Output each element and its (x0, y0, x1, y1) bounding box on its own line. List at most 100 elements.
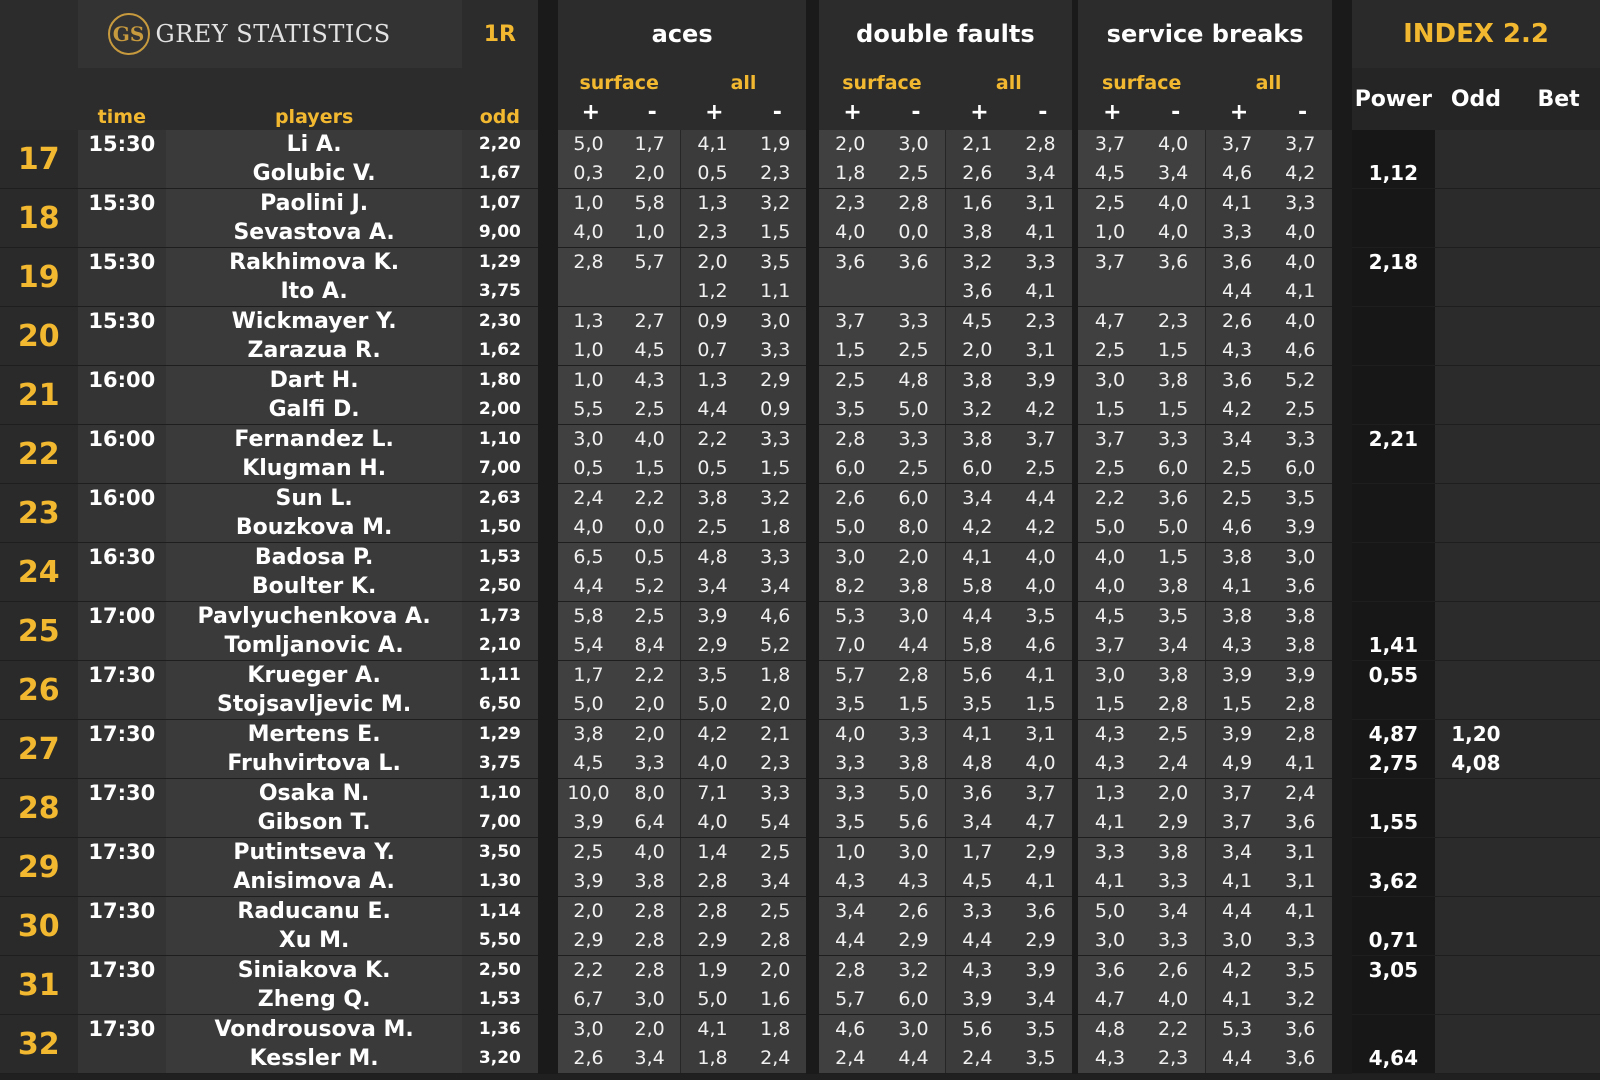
stat-value (1141, 277, 1206, 307)
power-value (1352, 395, 1435, 425)
stat-value: 4,0 (680, 749, 744, 779)
index-odd-value (1434, 926, 1518, 956)
match-time: 15:30 (77, 130, 167, 189)
stat-value: 3,5 (1008, 1014, 1073, 1044)
bet-value (1517, 660, 1600, 690)
stat-value: 1,3 (557, 306, 620, 336)
stat-value: 3,6 (1008, 896, 1073, 926)
power-value (1352, 306, 1435, 336)
stat-value: 3,0 (744, 306, 807, 336)
match-number: 17 (0, 130, 78, 189)
bet-value (1517, 454, 1600, 484)
stat-value: 4,1 (1078, 808, 1142, 838)
stat-value: 1,6 (744, 985, 807, 1015)
stat-value: 3,7 (1204, 130, 1269, 159)
player-name: Fernandez L. (166, 424, 463, 454)
player-odd: 7,00 (462, 454, 538, 484)
player-odd: 1,36 (462, 1014, 538, 1044)
table-row: 32 17:30 Vondrousova M. 1,36 3,0 2,0 4,1 1,8 4,6… (0, 1014, 1600, 1074)
stat-value: 3,8 (680, 483, 744, 513)
stat-value: 8,2 (818, 572, 882, 602)
stat-value: 4,8 (680, 542, 744, 572)
stat-value: 4,0 (818, 218, 882, 248)
bet-value (1517, 277, 1600, 307)
index-odd-value (1434, 159, 1518, 189)
match-time: 17:30 (77, 1014, 167, 1074)
power-value (1352, 483, 1435, 513)
stat-value: 3,3 (881, 719, 946, 749)
bet-value (1517, 542, 1600, 572)
stat-value: 5,3 (1204, 1014, 1269, 1044)
index-odd-value (1434, 985, 1518, 1015)
stat-value (1078, 277, 1142, 307)
table-row: Fruhvirtova L. 3,75 4,5 3,3 4,0 2,3 3,3 3,8 4,8 4… (0, 749, 1600, 779)
player-name: Mertens E. (166, 719, 463, 749)
stat-value: 3,9 (1268, 513, 1332, 543)
stat-value: 5,0 (881, 778, 946, 808)
stat-value: 8,0 (619, 778, 681, 808)
table-row: Klugman H. 7,00 0,5 1,5 0,5 1,5 6,0 2,5 6,0 2,5 2,… (0, 454, 1600, 484)
stat-value: 2,9 (680, 926, 744, 956)
table-row: 27 17:30 Mertens E. 1,29 3,8 2,0 4,2 2,1 4,0 3,3 4… (0, 719, 1600, 779)
stat-value: 6,4 (619, 808, 681, 838)
match-number: 19 (0, 247, 78, 307)
stat-value: 3,5 (1268, 483, 1332, 513)
stat-value: 3,7 (1204, 808, 1269, 838)
stat-value: 4,3 (1078, 749, 1142, 779)
stat-value: 3,1 (1008, 188, 1073, 218)
stat-value: 3,0 (881, 837, 946, 867)
stat-value: 2,5 (881, 454, 946, 484)
stat-value: 3,4 (1204, 837, 1269, 867)
stat-value: 3,3 (881, 306, 946, 336)
stat-value: 4,0 (1008, 749, 1073, 779)
stat-value: 2,9 (557, 926, 620, 956)
table-row: 23 16:00 Sun L. 2,63 2,4 2,2 3,8 3,2 2,6 6,0 3,4 4,… (0, 483, 1600, 543)
player-odd: 3,50 (462, 837, 538, 867)
bet-value (1517, 631, 1600, 661)
stat-value: 4,7 (1008, 808, 1073, 838)
stat-value: 0,3 (557, 159, 620, 189)
match-time: 16:00 (77, 365, 167, 425)
table-row: Ito A. 3,75 1,2 1,1 3,6 4,1 4,4 4,1 (0, 277, 1600, 307)
stat-value: 4,1 (1268, 749, 1332, 779)
player-odd: 3,75 (462, 749, 538, 779)
bet-value (1517, 247, 1600, 277)
stat-value: 3,2 (744, 188, 807, 218)
stat-value: 3,0 (557, 424, 620, 454)
stat-value: 4,1 (1078, 867, 1142, 897)
match-number: 22 (0, 424, 78, 484)
stat-value: 2,8 (818, 955, 882, 985)
stat-value: 4,6 (744, 601, 807, 631)
double-faults-header: double faults (818, 0, 1073, 68)
stat-value: 3,8 (557, 719, 620, 749)
match-number: 18 (0, 188, 78, 248)
stat-value: 4,3 (1078, 1044, 1142, 1074)
power-value: 4,87 (1352, 719, 1435, 749)
bet-value (1517, 1014, 1600, 1044)
stat-value: 3,6 (1268, 1014, 1332, 1044)
match-time: 17:30 (77, 896, 167, 956)
match-time: 17:30 (77, 778, 167, 838)
stat-value: 4,5 (557, 749, 620, 779)
bet-value (1517, 159, 1600, 189)
player-name: Fruhvirtova L. (166, 749, 463, 779)
table-row: 26 17:30 Krueger A. 1,11 1,7 2,2 3,5 1,8 5,7 2,8 5… (0, 660, 1600, 720)
stat-value: 6,0 (1268, 454, 1332, 484)
player-name: Ito A. (166, 277, 463, 307)
stat-value: 3,5 (818, 690, 882, 720)
stat-value: 4,0 (1008, 572, 1073, 602)
power-value (1352, 365, 1435, 395)
logo-mark: GS (107, 13, 150, 55)
aces-all-header: all + - (680, 68, 807, 130)
stat-value: 4,1 (1268, 896, 1332, 926)
stat-value: 3,8 (944, 424, 1009, 454)
power-value (1352, 572, 1435, 602)
bet-value (1517, 513, 1600, 543)
stat-value: 1,8 (744, 513, 807, 543)
stat-value: 5,0 (1078, 513, 1142, 543)
stat-value: 5,0 (881, 395, 946, 425)
match-time: 17:30 (77, 955, 167, 1015)
index-odd-value (1434, 130, 1518, 159)
match-number: 26 (0, 660, 78, 720)
